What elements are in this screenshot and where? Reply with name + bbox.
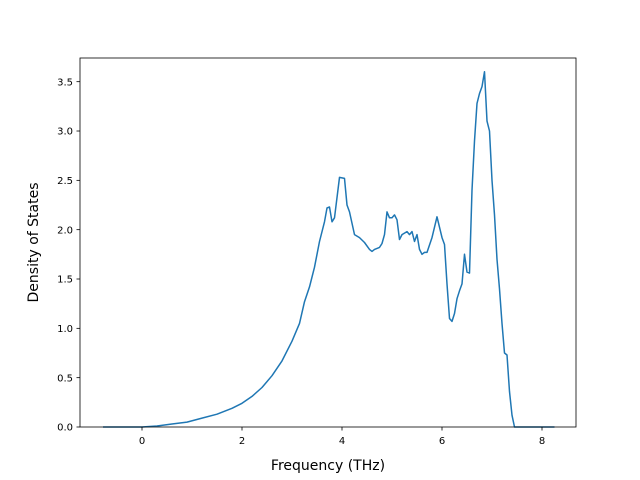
x-tick-label: 2 xyxy=(239,436,245,447)
y-tick-label: 1.5 xyxy=(57,275,73,286)
y-tick-label: 2.5 xyxy=(57,176,73,187)
x-tick-label: 4 xyxy=(339,436,345,447)
dos-series-line-0 xyxy=(103,71,555,428)
y-tick-label: 3.5 xyxy=(57,77,73,88)
y-axis-ticks: 0.0 0.5 1.0 1.5 2.0 2.5 3.0 3.5 xyxy=(57,77,80,434)
y-tick-label: 0.0 xyxy=(57,423,73,434)
x-axis-ticks: 0 2 4 6 8 xyxy=(139,427,545,447)
x-tick-label: 6 xyxy=(439,436,445,447)
y-tick-label: 3.0 xyxy=(57,127,73,138)
plot-area xyxy=(103,71,555,428)
y-axis-label: Density of States xyxy=(26,183,42,303)
x-axis-label: Frequency (THz) xyxy=(271,458,385,474)
y-tick-label: 0.5 xyxy=(57,373,73,384)
x-tick-label: 8 xyxy=(539,436,545,447)
y-tick-label: 1.0 xyxy=(57,324,73,335)
axes-frame xyxy=(79,57,577,428)
x-tick-label: 0 xyxy=(139,436,145,447)
y-tick-label: 2.0 xyxy=(57,225,73,236)
